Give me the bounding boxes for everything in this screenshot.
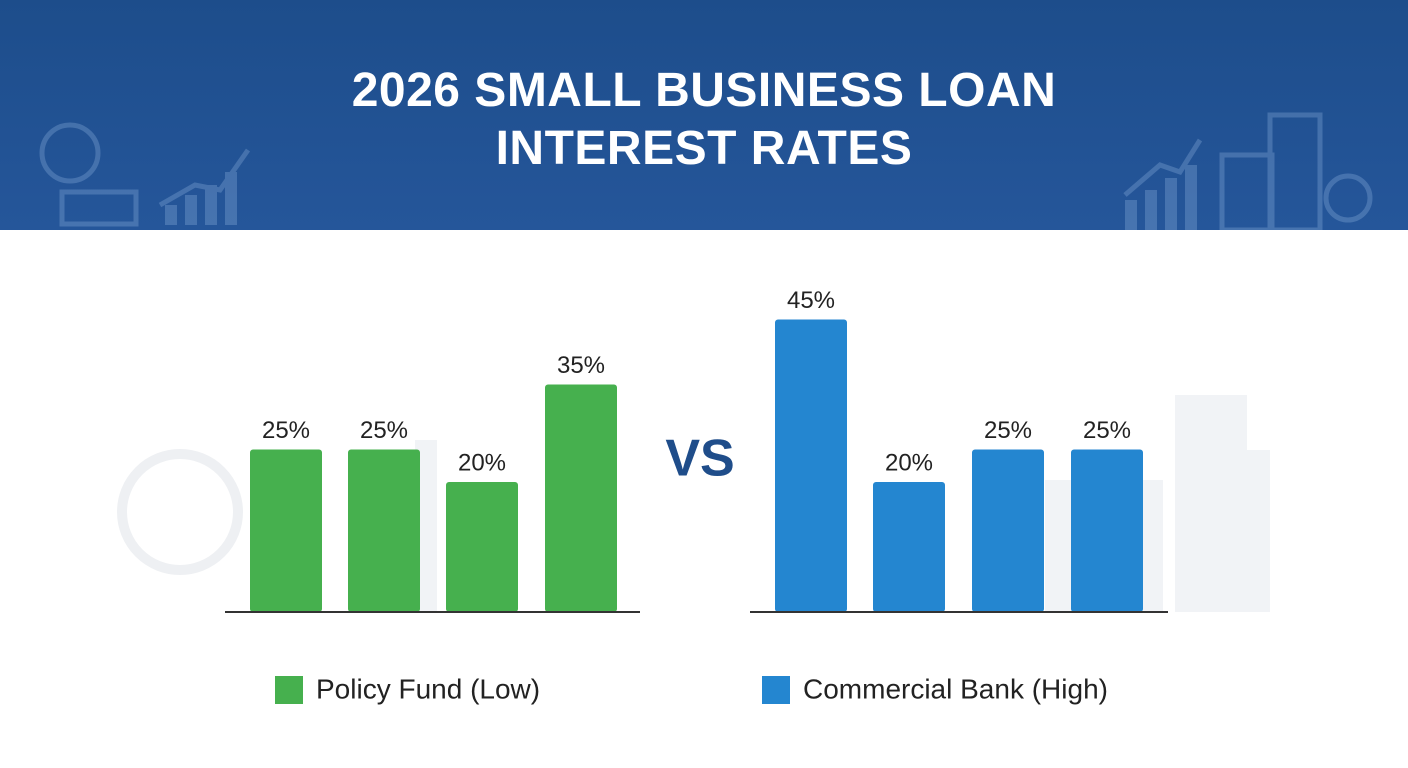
bar bbox=[1071, 449, 1143, 612]
value-label: 25% bbox=[1083, 417, 1131, 444]
bar bbox=[775, 319, 847, 612]
bar bbox=[545, 384, 617, 612]
chart-title: 2026 SMALL BUSINESS LOAN INTEREST RATES bbox=[351, 64, 1057, 175]
header-band: 2026 SMALL BUSINESS LOAN INTEREST RATES bbox=[0, 0, 1408, 230]
background-decor bbox=[117, 395, 1270, 612]
bar bbox=[446, 482, 518, 612]
value-label: 35% bbox=[557, 352, 605, 379]
legend-label: Commercial Bank (High) bbox=[803, 673, 1108, 704]
bar bbox=[250, 449, 322, 612]
legend-label: Policy Fund (Low) bbox=[316, 673, 540, 704]
value-label: 20% bbox=[458, 449, 506, 476]
bar bbox=[972, 449, 1044, 612]
legend-swatch bbox=[275, 676, 303, 704]
value-label: 25% bbox=[262, 417, 310, 444]
value-label: 25% bbox=[360, 417, 408, 444]
header-icons bbox=[39, 112, 1373, 230]
bar bbox=[873, 482, 945, 612]
value-label: 25% bbox=[984, 417, 1032, 444]
legend-swatch bbox=[762, 676, 790, 704]
value-label: 45% bbox=[787, 287, 835, 314]
value-label: 20% bbox=[885, 449, 933, 476]
vs-label: VS bbox=[665, 430, 734, 488]
bar bbox=[348, 449, 420, 612]
